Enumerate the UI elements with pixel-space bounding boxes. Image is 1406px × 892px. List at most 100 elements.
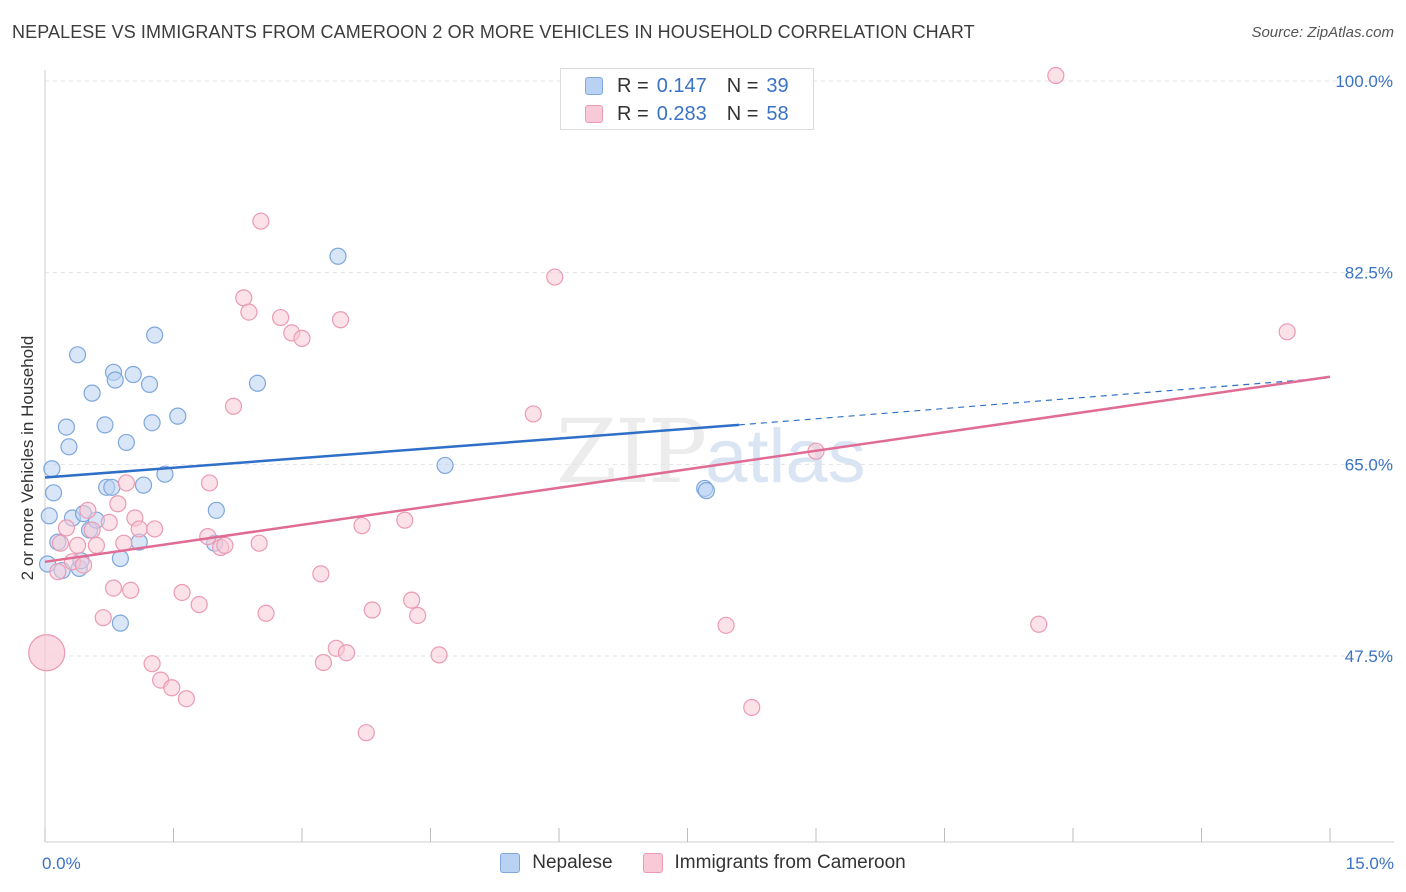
cameroon-point [100, 513, 118, 531]
n-label: N = [726, 102, 759, 125]
cameroon-point [430, 646, 448, 664]
nepalese-point [57, 418, 76, 436]
cameroon-point [173, 583, 191, 602]
cameroon-point [1047, 66, 1065, 85]
nepalese-point [44, 484, 63, 502]
cameroon-point [104, 579, 123, 597]
cameroon-point [240, 303, 258, 321]
nepalese-point [106, 371, 124, 389]
r-label: R = [617, 74, 649, 97]
cameroon-point [68, 536, 87, 554]
legend-swatch-cameroon [642, 853, 663, 873]
legend-item-cameroon[interactable]: Immigrants from Cameroon [642, 852, 906, 874]
nepalese-point [117, 433, 135, 452]
cameroon-point [331, 311, 350, 329]
cameroon-point [1030, 615, 1048, 633]
nepalese-point [248, 374, 267, 392]
cameroon-point [271, 308, 290, 327]
cameroon-point [109, 495, 127, 513]
x-tick-label: 15.0% [1346, 854, 1394, 873]
r-label: R = [617, 102, 649, 125]
cameroon-point [409, 606, 427, 625]
nepalese-point [143, 414, 161, 432]
cameroon-point [200, 474, 219, 492]
cameroon-point [57, 519, 76, 537]
nepalese-point [83, 384, 101, 402]
nepalese-point [169, 407, 187, 425]
nepalese-point [207, 501, 225, 519]
cameroon-point [79, 501, 97, 519]
cameroon-point [403, 591, 421, 609]
cameroon-point [743, 698, 761, 717]
nepalese-point [60, 438, 78, 456]
cameroon-point [250, 534, 268, 552]
cameroon-point [224, 397, 243, 415]
cameroon-point [257, 604, 275, 622]
n-value-cameroon: 58 [766, 102, 789, 125]
legend-swatch-nepalese [500, 853, 521, 873]
legend-label-nepalese: Nepalese [532, 852, 613, 873]
cameroon-point [353, 517, 371, 535]
cameroon-point [312, 565, 330, 583]
cameroon-point [337, 644, 356, 662]
cameroon-point [396, 511, 414, 529]
cameroon-point [87, 536, 106, 554]
y-axis-label: 2 or more Vehicles in Household [18, 335, 37, 581]
cameroon-point [1278, 323, 1296, 341]
cameroon-point [28, 634, 66, 672]
nepalese-point [140, 375, 159, 393]
nepalese-point [96, 416, 114, 434]
legend-item-nepalese[interactable]: Nepalese [500, 852, 613, 874]
cameroon-point [117, 474, 135, 492]
r-value-nepalese: 0.147 [656, 74, 707, 97]
chart-title: NEPALESE VS IMMIGRANTS FROM CAMEROON 2 O… [12, 22, 975, 42]
nepalese-point [146, 326, 164, 344]
stats-row-nepalese: R = 0.147 N = 39 [585, 73, 789, 99]
cameroon-point [146, 520, 164, 538]
cameroon-point [74, 556, 93, 574]
cameroon-point [143, 655, 161, 673]
y-tick-label: 82.5% [1345, 264, 1393, 283]
nepalese-point [436, 456, 454, 475]
cameroon-point [216, 536, 234, 554]
cameroon-point [717, 616, 735, 634]
nepalese-point [697, 482, 715, 500]
nepalese-point [68, 346, 87, 364]
cameroon-point [546, 268, 564, 286]
nepalese-point [124, 365, 142, 384]
nepalese-point [156, 465, 174, 483]
watermark-atlas: atlas [705, 414, 866, 499]
cameroon-point [293, 329, 311, 347]
cameroon-point [130, 520, 148, 538]
nepalese-point [43, 460, 61, 478]
cameroon-point [122, 581, 140, 599]
cameroon-swatch [585, 105, 603, 123]
r-value-cameroon: 0.283 [656, 102, 707, 125]
stats-legend: R = 0.147 N = 39 R = 0.283 N = 58 [560, 68, 814, 130]
legend-label-cameroon: Immigrants from Cameroon [674, 852, 906, 873]
cameroon-point [524, 405, 542, 423]
nepalese-trend-line [44, 423, 739, 479]
nepalese-point [111, 614, 129, 632]
nepalese-swatch [585, 77, 603, 95]
nepalese-trend-extension [738, 377, 1331, 426]
cameroon-point [177, 690, 195, 708]
cameroon-point [235, 289, 253, 307]
nepalese-point [134, 476, 153, 494]
cameroon-point [51, 534, 70, 552]
stats-row-cameroon: R = 0.283 N = 58 [585, 101, 789, 127]
cameroon-point [314, 653, 333, 672]
n-value-nepalese: 39 [766, 74, 789, 97]
y-tick-label: 65.0% [1345, 455, 1393, 474]
cameroon-point [83, 521, 101, 539]
y-tick-label: 47.5% [1345, 647, 1393, 666]
cameroon-point [363, 601, 381, 619]
cameroon-point [94, 609, 112, 627]
x-tick-label: 0.0% [42, 854, 81, 873]
cameroon-point [190, 595, 208, 614]
y-tick-label: 100.0% [1335, 72, 1393, 91]
n-label: N = [726, 74, 759, 97]
nepalese-point [40, 507, 58, 525]
points-layer [28, 66, 1296, 742]
